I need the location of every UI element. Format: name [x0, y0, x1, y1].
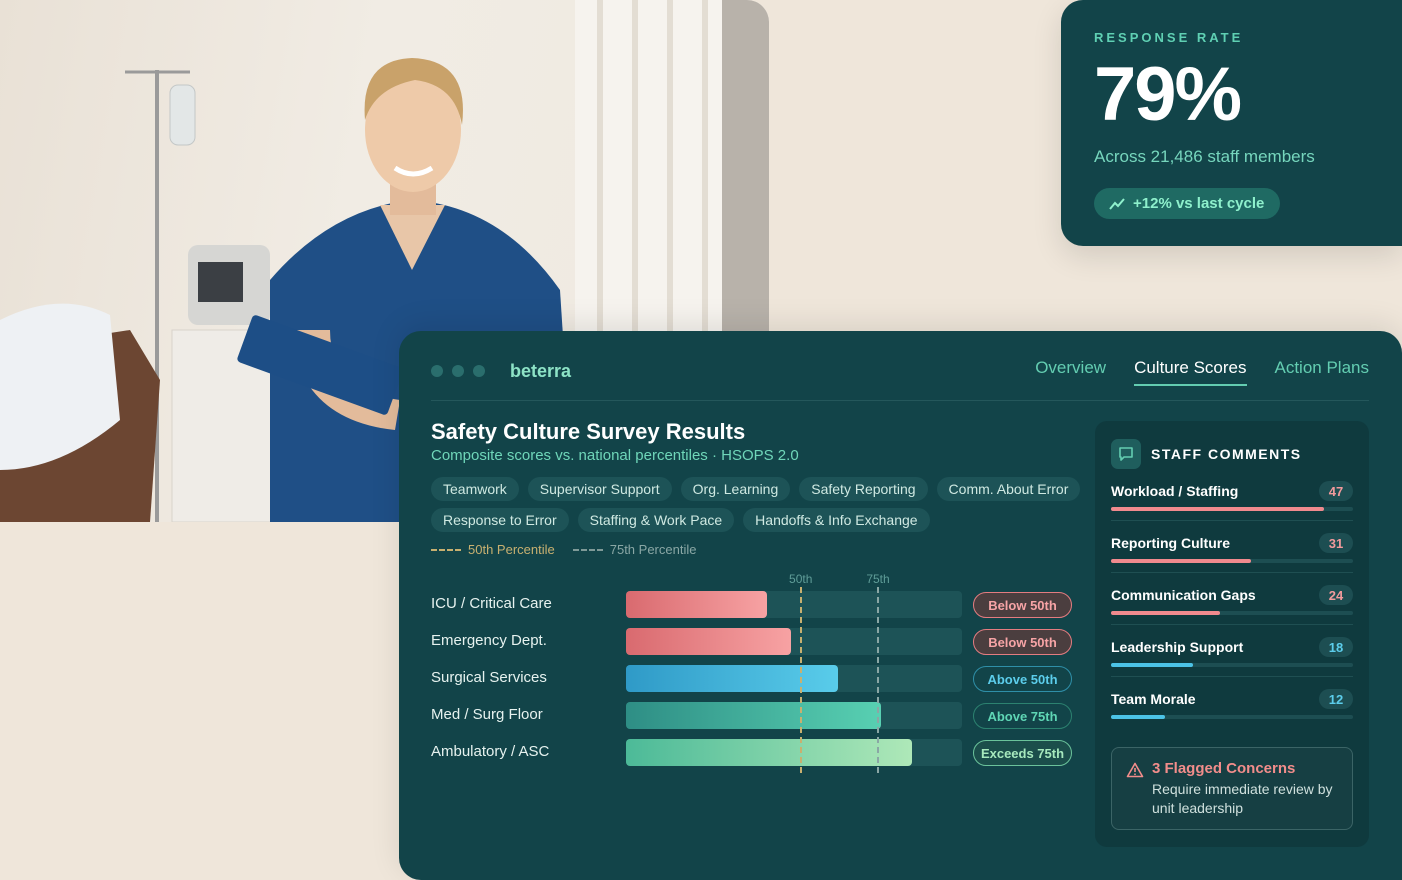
comment-volume-fill — [1111, 611, 1220, 615]
window-dot[interactable] — [452, 365, 464, 377]
response-rate-label: RESPONSE RATE — [1094, 30, 1244, 45]
chip-safety-reporting[interactable]: Safety Reporting — [799, 477, 928, 501]
warning-icon — [1126, 762, 1144, 778]
chart-status-badge: Above 50th — [973, 666, 1072, 692]
comment-category-name: Workload / Staffing — [1111, 483, 1239, 499]
chip-supervisor-support[interactable]: Supervisor Support — [527, 477, 672, 501]
window-controls — [431, 365, 485, 377]
comment-category[interactable]: Workload / Staffing 47 — [1111, 469, 1353, 521]
comment-category-name: Communication Gaps — [1111, 587, 1256, 603]
page-subtitle: Composite scores vs. national percentile… — [431, 447, 799, 464]
chart-row-label: Emergency Dept. — [431, 632, 547, 649]
chip-staffing-work-pace[interactable]: Staffing & Work Pace — [577, 508, 735, 532]
chart-bar[interactable] — [626, 628, 791, 655]
comment-volume-fill — [1111, 507, 1324, 511]
chart-status-badge: Below 50th — [973, 592, 1072, 618]
comment-volume-track — [1111, 559, 1353, 563]
chart-status-badge: Above 75th — [973, 703, 1072, 729]
comment-volume-track — [1111, 663, 1353, 667]
brand-logo[interactable]: beterra — [510, 361, 572, 381]
comment-category[interactable]: Team Morale 12 — [1111, 677, 1353, 729]
tab-culture-scores[interactable]: Culture Scores — [1134, 358, 1247, 386]
chart-bar[interactable] — [626, 665, 838, 692]
staff-comments-header: STAFF COMMENTS — [1111, 439, 1353, 469]
legend-75th-label: 75th Percentile — [609, 542, 697, 557]
legend-75th-line — [572, 548, 603, 551]
window-dot[interactable] — [431, 365, 443, 377]
flagged-concerns-alert[interactable]: 3 Flagged Concerns Require immediate rev… — [1111, 747, 1353, 830]
chart-status-badge: Below 50th — [973, 629, 1072, 655]
dashboard-panel: beterra Overview Culture Scores Action P… — [399, 331, 1402, 880]
trend-up-icon — [1109, 197, 1125, 210]
trend-text: +12% vs last cycle — [1133, 195, 1265, 212]
legend-50th-label: 50th Percentile — [468, 542, 555, 557]
chart-row-label: Ambulatory / ASC — [431, 743, 550, 760]
comment-category-name: Leadership Support — [1111, 639, 1244, 655]
chart-row-label: Med / Surg Floor — [431, 706, 543, 723]
comment-count-badge: 18 — [1319, 637, 1353, 657]
comment-category-name: Reporting Culture — [1111, 535, 1230, 551]
comment-volume-track — [1111, 507, 1353, 511]
chart-bar[interactable] — [626, 739, 912, 766]
legend-75th: 75th Percentile — [572, 542, 697, 557]
chart-bar[interactable] — [626, 702, 882, 729]
response-rate-subtext: Across 21,486 staff members — [1094, 147, 1315, 166]
chart-bar[interactable] — [626, 591, 768, 618]
comment-volume-track — [1111, 715, 1353, 719]
comment-category-name: Team Morale — [1111, 691, 1196, 707]
percentile-marker-label: 50th — [789, 572, 813, 586]
comment-volume-track — [1111, 611, 1353, 615]
chip-teamwork[interactable]: Teamwork — [431, 477, 519, 501]
comment-volume-fill — [1111, 559, 1252, 563]
staff-comments-title: STAFF COMMENTS — [1151, 446, 1302, 462]
comment-volume-fill — [1111, 715, 1166, 719]
chart-row-label: ICU / Critical Care — [431, 595, 552, 612]
chat-icon — [1111, 439, 1141, 469]
chip-handoffs-info-exchange[interactable]: Handoffs & Info Exchange — [743, 508, 930, 532]
comment-category[interactable]: Reporting Culture 31 — [1111, 521, 1353, 573]
percentile-marker-line — [877, 587, 879, 773]
window-dot[interactable] — [473, 365, 485, 377]
legend-50th-line — [431, 548, 461, 551]
flagged-concerns-body: Require immediate review by unit leaders… — [1152, 781, 1333, 816]
response-rate-card: RESPONSE RATE 79% Across 21,486 staff me… — [1061, 0, 1402, 246]
comment-category[interactable]: Leadership Support 18 — [1111, 625, 1353, 677]
legend-50th: 50th Percentile — [431, 542, 555, 557]
comment-count-badge: 47 — [1319, 481, 1353, 501]
composite-filter-chips: Teamwork Supervisor Support Org. Learnin… — [431, 477, 1081, 532]
tab-action-plans[interactable]: Action Plans — [1274, 358, 1370, 377]
comment-category-list: Workload / Staffing 47 Reporting Culture 31… — [1111, 469, 1353, 729]
nav-tabs: Overview Culture Scores Action Plans — [1035, 358, 1369, 386]
chart-legend: 50th Percentile 75th Percentile — [431, 542, 696, 557]
staff-comments-card: STAFF COMMENTS Workload / Staffing 47 Repo… — [1095, 421, 1369, 847]
chip-response-to-error[interactable]: Response to Error — [431, 508, 569, 532]
percentile-marker-label: 75th — [866, 572, 890, 586]
trend-badge: +12% vs last cycle — [1094, 188, 1281, 219]
comment-category[interactable]: Communication Gaps 24 — [1111, 573, 1353, 625]
app-topbar: beterra Overview Culture Scores Action P… — [431, 331, 1369, 401]
chip-comm-about-error[interactable]: Comm. About Error — [936, 477, 1081, 501]
chart-status-badge: Exceeds 75th — [973, 740, 1072, 766]
comment-count-badge: 12 — [1319, 689, 1353, 709]
chip-org-learning[interactable]: Org. Learning — [680, 477, 791, 501]
flagged-concerns-title: 3 Flagged Concerns — [1152, 760, 1296, 777]
response-rate-value: 79% — [1094, 52, 1242, 137]
comment-count-badge: 31 — [1319, 533, 1353, 553]
page-title: Safety Culture Survey Results — [431, 419, 746, 444]
comment-volume-fill — [1111, 663, 1193, 667]
tab-overview[interactable]: Overview — [1035, 358, 1107, 377]
comment-count-badge: 24 — [1319, 585, 1353, 605]
chart-row-label: Surgical Services — [431, 669, 547, 686]
percentile-marker-line — [799, 587, 802, 773]
unit-scores-chart: ICU / Critical Care Below 50th Emergency D… — [431, 569, 1076, 779]
